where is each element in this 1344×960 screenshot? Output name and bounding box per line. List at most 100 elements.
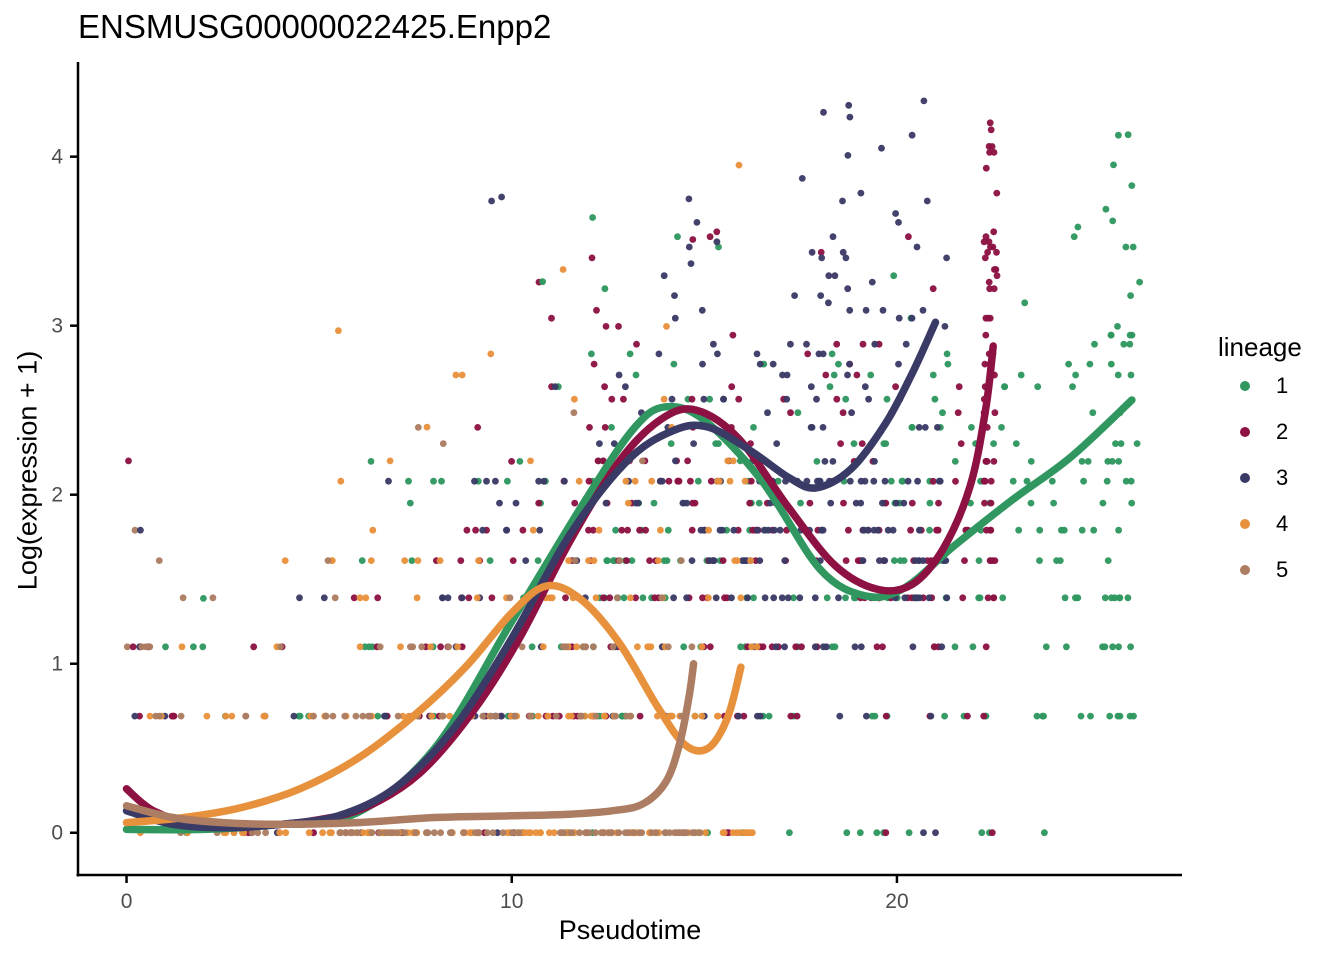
- scatter-point: [329, 712, 337, 720]
- scatter-points: [123, 97, 1143, 837]
- scatter-point: [845, 101, 853, 109]
- scatter-point: [589, 526, 597, 534]
- scatter-point: [615, 829, 623, 837]
- scatter-point: [457, 557, 465, 564]
- scatter-point: [448, 829, 455, 837]
- scatter-point: [418, 643, 426, 651]
- scatter-point: [968, 424, 975, 431]
- scatter-point: [436, 557, 444, 564]
- scatter-point: [657, 526, 664, 534]
- scatter-point: [561, 477, 568, 485]
- scatter-point: [778, 594, 786, 602]
- scatter-point: [365, 643, 373, 651]
- scatter-point: [925, 594, 933, 602]
- scatter-point: [518, 643, 526, 651]
- scatter-point: [663, 323, 670, 330]
- scatter-point: [562, 594, 569, 602]
- scatter-point: [596, 440, 603, 447]
- scatter-point: [908, 499, 916, 507]
- y-axis-title: Log(expression + 1): [12, 350, 43, 591]
- scatter-point: [934, 526, 942, 534]
- scatter-point: [1107, 331, 1115, 339]
- scatter-point: [602, 499, 610, 507]
- scatter-point: [850, 440, 858, 447]
- scatter-point: [146, 712, 154, 720]
- scatter-point: [882, 712, 890, 720]
- scatter-point: [1080, 477, 1087, 485]
- scatter-point: [990, 285, 998, 293]
- scatter-point: [638, 829, 646, 837]
- scatter-point: [670, 594, 677, 602]
- scatter-point: [823, 594, 831, 602]
- scatter-point: [712, 594, 720, 602]
- scatter-point: [902, 340, 910, 348]
- scatter-point: [1128, 499, 1136, 507]
- scatter-point: [993, 248, 1000, 256]
- scatter-point: [544, 712, 552, 720]
- scatter-point: [522, 557, 530, 564]
- scatter-point: [776, 526, 784, 534]
- page-title: ENSMUSG00000022425.Enpp2: [78, 8, 552, 45]
- scatter-point: [590, 557, 598, 564]
- scatter-point: [716, 526, 724, 534]
- scatter-point: [646, 557, 653, 564]
- scatter-point: [920, 829, 927, 837]
- scatter-point: [839, 409, 847, 417]
- scatter-point: [859, 526, 867, 534]
- scatter-point: [508, 458, 515, 465]
- scatter-point: [1107, 360, 1115, 368]
- scatter-point: [597, 829, 605, 837]
- scatter-point: [730, 526, 738, 534]
- scatter-point: [980, 477, 988, 485]
- scatter-point: [367, 458, 375, 465]
- scatter-point: [498, 712, 505, 720]
- scatter-point: [951, 458, 959, 465]
- scatter-point: [706, 395, 713, 403]
- scatter-point: [957, 440, 965, 447]
- scatter-point: [382, 829, 390, 837]
- scatter-point: [203, 712, 211, 720]
- scatter-point: [831, 272, 839, 280]
- x-tick-label: 20: [885, 890, 908, 913]
- scatter-point: [867, 371, 875, 379]
- scatter-point: [982, 331, 990, 339]
- scatter-point: [548, 594, 556, 602]
- scatter-point: [901, 594, 909, 602]
- scatter-point: [178, 643, 186, 651]
- scatter-point: [1069, 383, 1076, 391]
- scatter-point: [844, 152, 852, 159]
- scatter-point: [624, 526, 631, 534]
- scatter-point: [790, 594, 797, 602]
- scatter-point: [177, 712, 185, 720]
- scatter-point: [445, 643, 452, 651]
- scatter-point: [935, 499, 942, 507]
- scatter-point: [633, 340, 640, 348]
- scatter-point: [437, 829, 444, 837]
- scatter-point: [688, 526, 696, 534]
- scatter-point: [835, 594, 842, 602]
- scatter-point: [868, 712, 876, 720]
- scatter-point: [475, 557, 482, 564]
- scatter-point: [1122, 243, 1130, 251]
- scatter-point: [666, 829, 673, 837]
- legend-key-dot-icon: [1240, 473, 1250, 483]
- scatter-point: [1115, 131, 1122, 139]
- scatter-point: [706, 643, 714, 651]
- scatter-point: [773, 440, 781, 447]
- scatter-point: [714, 477, 721, 485]
- scatter-point: [458, 594, 466, 602]
- scatter-point: [1115, 458, 1123, 465]
- scatter-point: [895, 360, 902, 368]
- scatter-point: [632, 594, 639, 602]
- scatter-point: [747, 557, 754, 564]
- scatter-point: [724, 457, 732, 465]
- legend-key-dot-icon: [1240, 427, 1250, 437]
- legend: lineage 1 2 3 4 5: [1212, 332, 1342, 593]
- y-tick-label: 0: [51, 822, 63, 845]
- scatter-point: [699, 360, 706, 368]
- scatter-point: [794, 409, 802, 417]
- scatter-point: [737, 594, 745, 602]
- scatter-point: [694, 477, 702, 485]
- scatter-point: [282, 829, 290, 837]
- scatter-point: [700, 395, 708, 403]
